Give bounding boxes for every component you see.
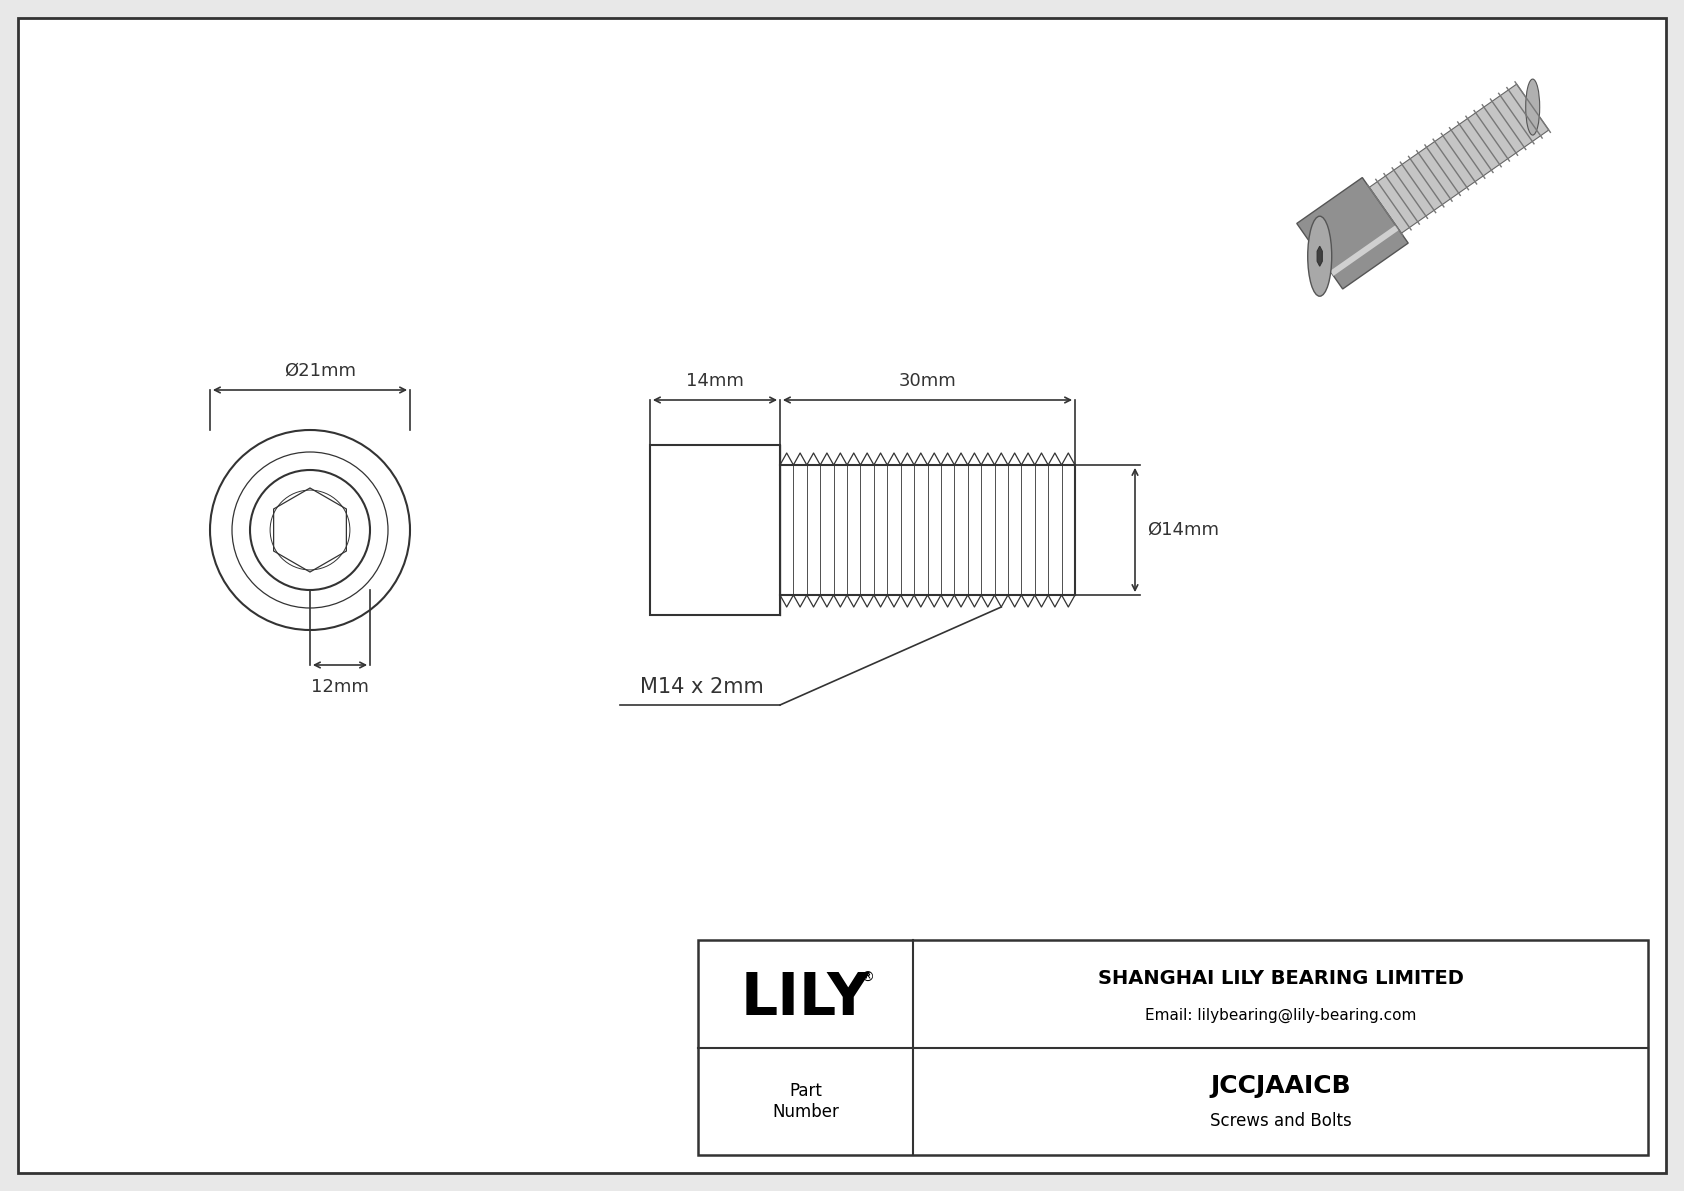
Polygon shape <box>1369 85 1549 233</box>
Text: 30mm: 30mm <box>899 372 957 389</box>
Text: M14 x 2mm: M14 x 2mm <box>640 676 765 697</box>
Text: Ø21mm: Ø21mm <box>285 362 355 380</box>
Polygon shape <box>1297 177 1408 289</box>
Text: Part
Number: Part Number <box>771 1081 839 1121</box>
Text: 12mm: 12mm <box>312 678 369 696</box>
Text: ®: ® <box>861 971 874 985</box>
Ellipse shape <box>1526 79 1539 135</box>
Text: Ø14mm: Ø14mm <box>1147 520 1219 540</box>
Polygon shape <box>1317 247 1322 267</box>
Text: 14mm: 14mm <box>685 372 744 389</box>
Text: Screws and Bolts: Screws and Bolts <box>1209 1112 1351 1130</box>
Text: SHANGHAI LILY BEARING LIMITED: SHANGHAI LILY BEARING LIMITED <box>1098 969 1463 989</box>
Text: JCCJAAICB: JCCJAAICB <box>1211 1074 1351 1098</box>
Polygon shape <box>1330 225 1399 276</box>
Ellipse shape <box>1308 217 1332 297</box>
Text: LILY: LILY <box>741 969 871 1027</box>
FancyBboxPatch shape <box>650 445 780 615</box>
Text: Email: lilybearing@lily-bearing.com: Email: lilybearing@lily-bearing.com <box>1145 1008 1416 1023</box>
Bar <box>697 940 1649 1155</box>
